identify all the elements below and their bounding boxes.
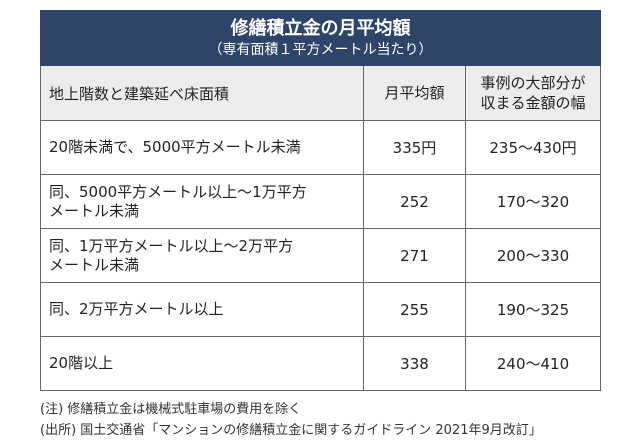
condition-line: メートル未満 — [49, 201, 140, 220]
average-cell: 338 — [363, 336, 466, 391]
table-row: 20階以上 338 240～410 — [40, 336, 601, 391]
table-row: 同、5000平方メートル以上～1万平方 メートル未満 252 170～320 — [40, 174, 601, 229]
range-cell: 170～320 — [465, 174, 601, 229]
condition-line: 20階以上 — [49, 354, 114, 372]
header-monthly-average: 月平均額 — [363, 65, 466, 121]
header-floors-area: 地上階数と建築延べ床面積 — [40, 65, 364, 121]
condition-cell: 同、2万平方メートル以上 — [40, 282, 364, 337]
footnotes: (注) 修繕積立金は機械式駐車場の費用を除く (出所) 国土交通省「マンションの… — [40, 399, 600, 441]
range-cell: 200～330 — [465, 228, 601, 283]
fee-table: 修繕積立金の月平均額 （専有面積１平方メートル当たり） 地上階数と建築延べ床面積… — [40, 10, 601, 391]
table-row: 20階未満で、5000平方メートル未満 335円 235～430円 — [40, 120, 601, 175]
header-typical-range-line2: 収まる金額の幅 — [480, 94, 586, 112]
header-typical-range-line1: 事例の大部分が — [480, 74, 586, 92]
footnote-source: (出所) 国土交通省「マンションの修繕積立金に関するガイドライン 2021年9月… — [40, 423, 542, 438]
average-cell: 335円 — [363, 120, 466, 175]
condition-line: 同、1万平方メートル以上～2万平方 — [49, 236, 294, 255]
table-row: 同、1万平方メートル以上～2万平方 メートル未満 271 200～330 — [40, 228, 601, 283]
condition-line: 20階未満で、5000平方メートル未満 — [49, 138, 301, 156]
condition-line: 同、5000平方メートル以上～1万平方 — [49, 182, 307, 201]
condition-cell: 20階未満で、5000平方メートル未満 — [40, 120, 364, 175]
footnote-note: (注) 修繕積立金は機械式駐車場の費用を除く — [40, 402, 302, 417]
average-cell: 255 — [363, 282, 466, 337]
average-cell: 271 — [363, 228, 466, 283]
condition-cell: 20階以上 — [40, 336, 364, 391]
table-row: 同、2万平方メートル以上 255 190～325 — [40, 282, 601, 337]
range-cell: 235～430円 — [465, 120, 601, 175]
fee-table-figure: 修繕積立金の月平均額 （専有面積１平方メートル当たり） 地上階数と建築延べ床面積… — [40, 10, 601, 441]
range-cell: 240～410 — [465, 336, 601, 391]
table-title-sub: （専有面積１平方メートル当たり） — [208, 42, 433, 58]
condition-cell: 同、1万平方メートル以上～2万平方 メートル未満 — [40, 228, 364, 283]
condition-cell: 同、5000平方メートル以上～1万平方 メートル未満 — [40, 174, 364, 229]
table-title: 修繕積立金の月平均額 （専有面積１平方メートル当たり） — [40, 10, 601, 66]
condition-line: メートル未満 — [49, 255, 140, 274]
condition-line: 同、2万平方メートル以上 — [49, 300, 224, 318]
header-typical-range: 事例の大部分が 収まる金額の幅 — [465, 65, 601, 121]
table-title-main: 修繕積立金の月平均額 — [230, 18, 411, 39]
average-cell: 252 — [363, 174, 466, 229]
range-cell: 190～325 — [465, 282, 601, 337]
